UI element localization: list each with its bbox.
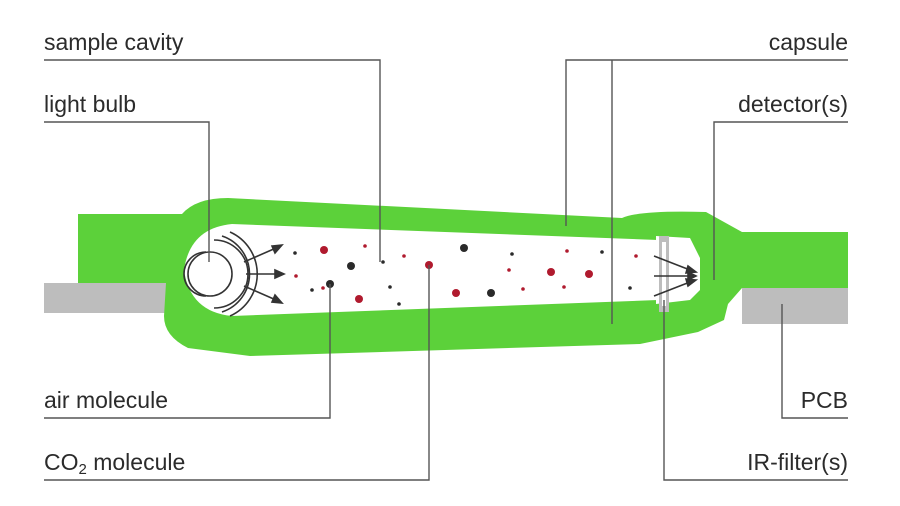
sample-cavity-shape <box>184 224 658 316</box>
leader-pcb <box>781 304 848 419</box>
co2-prefix: CO <box>44 449 79 475</box>
leader-capsule <box>565 59 848 226</box>
co2-molecule <box>320 246 328 254</box>
air-molecule <box>600 250 604 254</box>
air-molecule <box>628 286 632 290</box>
air-molecule <box>460 244 468 252</box>
co2-suffix: molecule <box>87 449 185 475</box>
label-pcb: PCB <box>801 387 848 413</box>
air-molecule <box>310 288 314 292</box>
air-molecule <box>397 302 401 306</box>
co2-molecule <box>521 287 525 291</box>
air-molecule <box>347 262 355 270</box>
co2-molecule <box>585 270 593 278</box>
air-molecule <box>510 252 514 256</box>
co2-molecule <box>507 268 511 272</box>
pcb-board <box>742 288 848 324</box>
leader-light-bulb <box>44 121 210 262</box>
co2-molecule <box>547 268 555 276</box>
leader-co2-molecule <box>44 265 430 481</box>
leader-ir-filter <box>663 300 848 481</box>
leader-lines <box>44 59 848 481</box>
left-plug <box>44 283 168 313</box>
air-molecule <box>381 260 385 264</box>
leader-sample-cavity <box>44 59 381 262</box>
co2-molecule <box>634 254 638 258</box>
air-molecule <box>487 289 495 297</box>
leader-air-molecule <box>44 284 331 419</box>
leader-detector <box>713 121 848 280</box>
co2-molecule <box>402 254 406 258</box>
label-light-bulb: light bulb <box>44 91 136 117</box>
air-molecule <box>388 285 392 289</box>
ir-filter <box>659 236 669 312</box>
co2-molecule <box>321 286 325 290</box>
label-air-molecule: air molecule <box>44 387 168 413</box>
label-ir-filter: IR-filter(s) <box>747 449 848 475</box>
label-sample-cavity: sample cavity <box>44 29 184 55</box>
co2-molecule <box>565 249 569 253</box>
co2-subscript: 2 <box>79 461 87 478</box>
air-molecule <box>293 251 297 255</box>
label-co2-molecule: CO2 molecule <box>44 449 185 478</box>
detector-light-rays <box>653 255 699 297</box>
label-capsule: capsule <box>769 29 848 55</box>
label-detector: detector(s) <box>738 91 848 117</box>
co2-molecule <box>355 295 363 303</box>
co2-molecule <box>294 274 298 278</box>
co2-molecule <box>562 285 566 289</box>
bulb-light-rays <box>243 244 286 304</box>
co2-molecule <box>363 244 367 248</box>
co2-molecule <box>452 289 460 297</box>
